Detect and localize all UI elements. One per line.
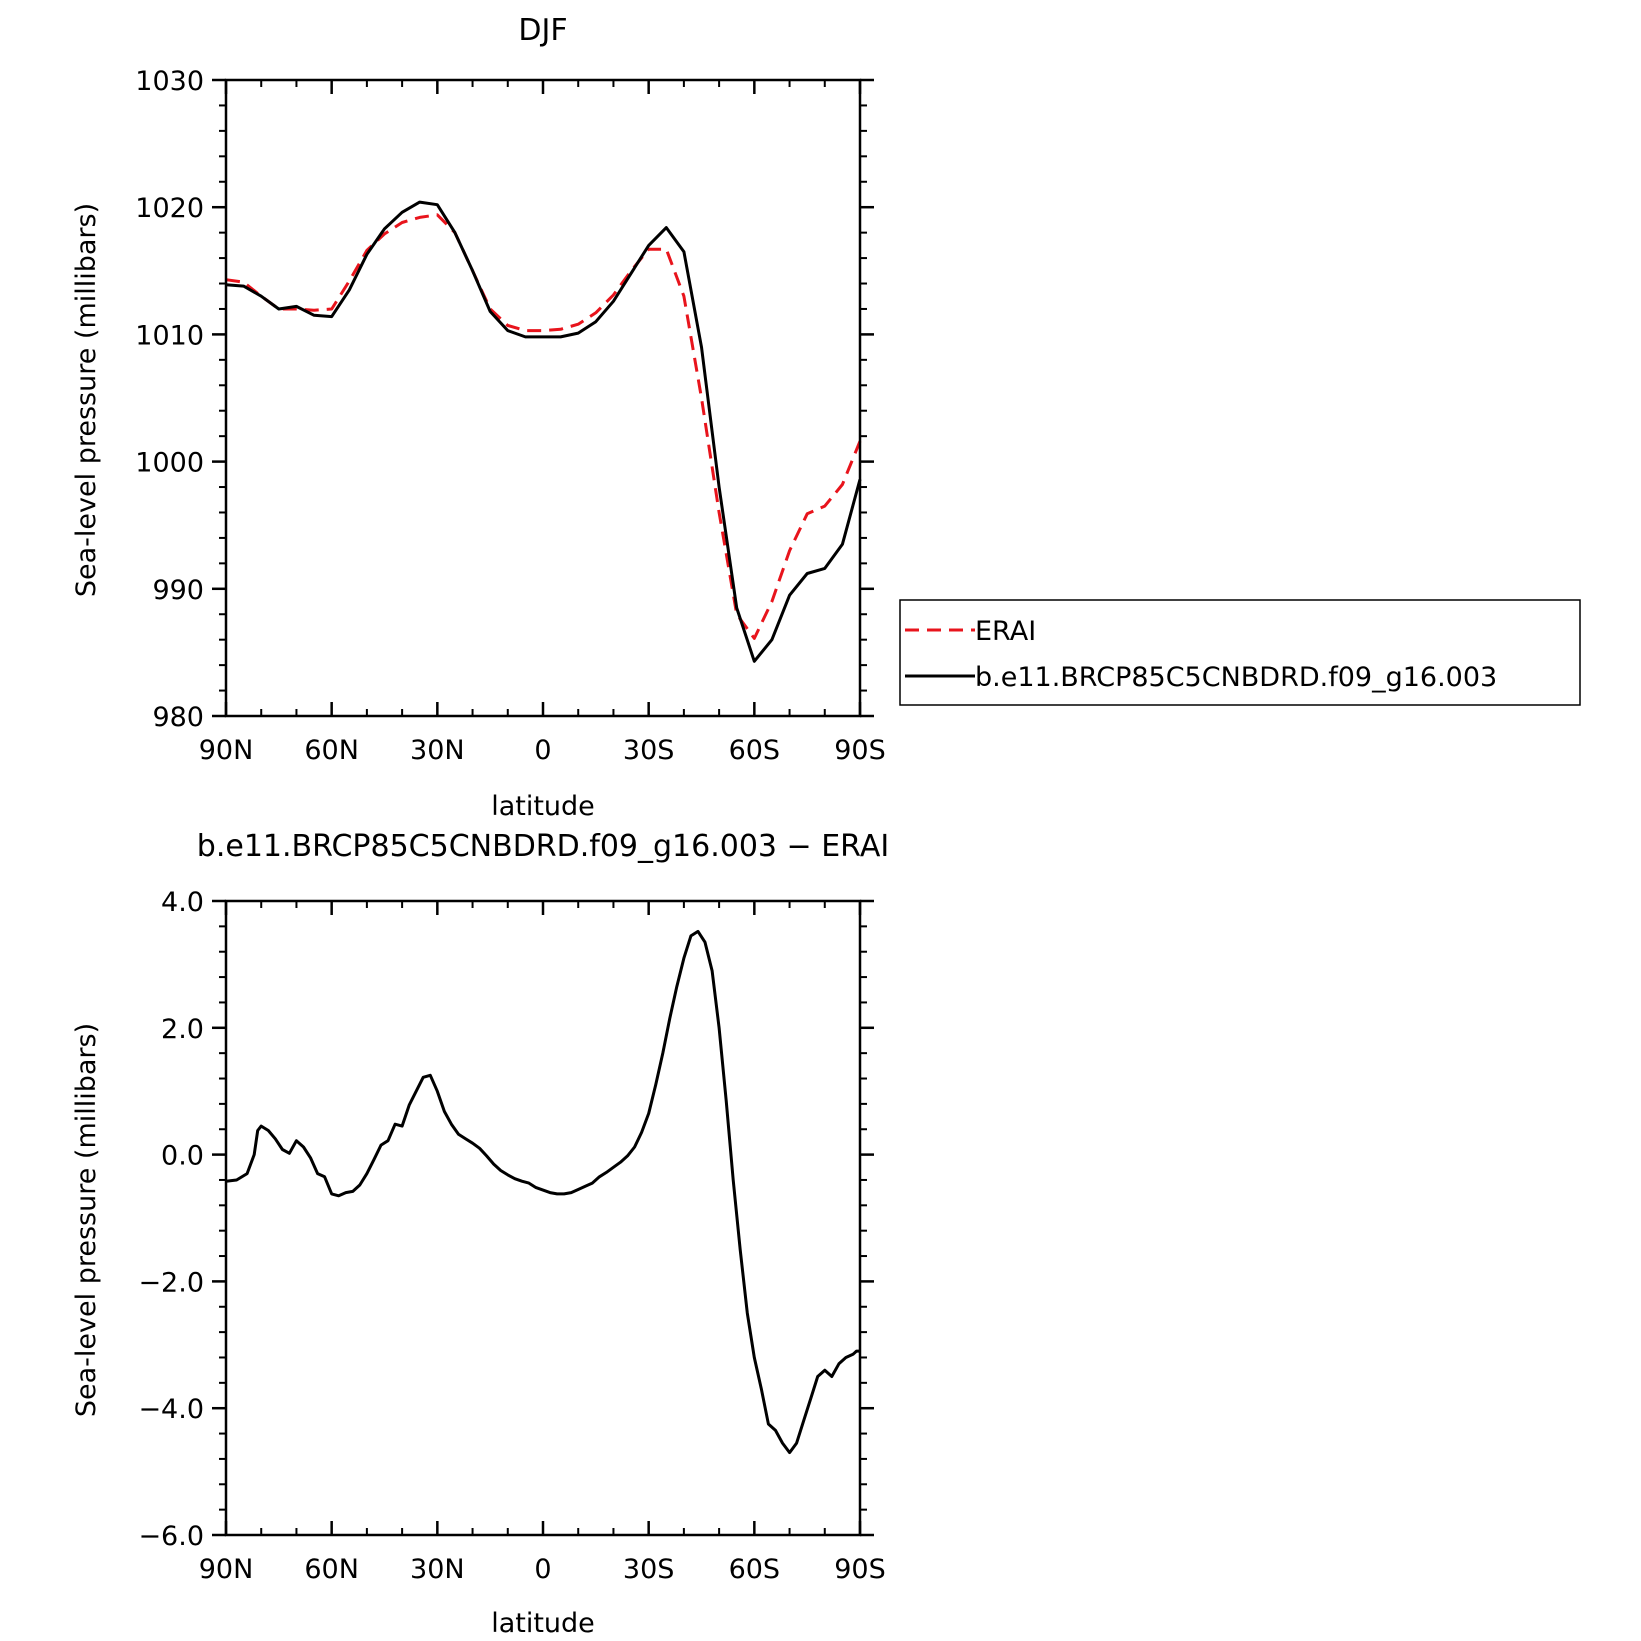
top-chart-ylabel: Sea-level pressure (millibars) [71,203,102,597]
y-tick-label: 1000 [135,448,204,479]
x-tick-label: 30S [623,735,675,766]
x-tick-label: 30N [410,735,465,766]
x-tick-label: 30S [623,1554,675,1585]
bottom-chart-ylabel: Sea-level pressure (millibars) [71,1023,102,1417]
bottom-chart-title: b.e11.BRCP85C5CNBDRD.f09_g16.003 − ERAI [197,829,889,864]
x-tick-label: 90S [834,735,886,766]
bottom-chart-ticks: 90N 60N 30N 0 30S 60S 90S −6.0 −4.0 −2.0 0.0 2.0 4.0 [138,887,885,1585]
y-tick-label: −2.0 [138,1267,204,1298]
y-tick-label: 1010 [135,320,204,351]
legend-label-model: b.e11.BRCP85C5CNBDRD.f09_g16.003 [975,662,1497,693]
x-tick-label: 90N [199,1554,254,1585]
top-chart-ticks: 90N 60N 30N 0 30S 60S 90S 980 990 1000 1010 1020 103… [135,66,885,766]
bottom-chart-panel: b.e11.BRCP85C5CNBDRD.f09_g16.003 − ERAI … [71,829,889,1639]
y-tick-label: 1030 [135,66,204,97]
legend: ERAI b.e11.BRCP85C5CNBDRD.f09_g16.003 [899,599,1581,706]
bottom-chart-xlabel: latitude [491,1608,595,1639]
x-tick-label: 60S [729,1554,781,1585]
x-tick-label: 0 [534,1554,551,1585]
y-tick-label: 1020 [135,193,204,224]
bottom-chart-series [225,929,860,1455]
difference-line [225,929,860,1455]
y-tick-label: 990 [152,575,204,606]
x-tick-label: 30N [410,1554,465,1585]
y-tick-label: −4.0 [138,1394,204,1425]
y-tick-label: 4.0 [161,887,204,918]
x-tick-label: 60N [304,1554,359,1585]
y-tick-label: 0.0 [161,1141,204,1172]
y-tick-label: 980 [152,702,204,733]
top-chart-frame [224,78,862,718]
x-tick-label: 90S [834,1554,886,1585]
y-tick-label: −6.0 [138,1521,204,1552]
erai-line [225,213,862,640]
y-tick-label: 2.0 [161,1014,204,1045]
top-chart-panel: DJF Sea-level pressure (millibars) latit… [71,13,1581,822]
x-tick-label: 60N [304,735,359,766]
model-line [225,200,862,663]
top-chart-series [225,200,862,663]
x-tick-label: 0 [534,735,551,766]
bottom-chart-frame [224,899,862,1537]
x-tick-label: 60S [729,735,781,766]
legend-label-erai: ERAI [975,616,1036,647]
legend-box [899,599,1581,706]
top-chart-title: DJF [518,13,567,48]
top-chart-xlabel: latitude [491,791,595,822]
x-tick-label: 90N [199,735,254,766]
